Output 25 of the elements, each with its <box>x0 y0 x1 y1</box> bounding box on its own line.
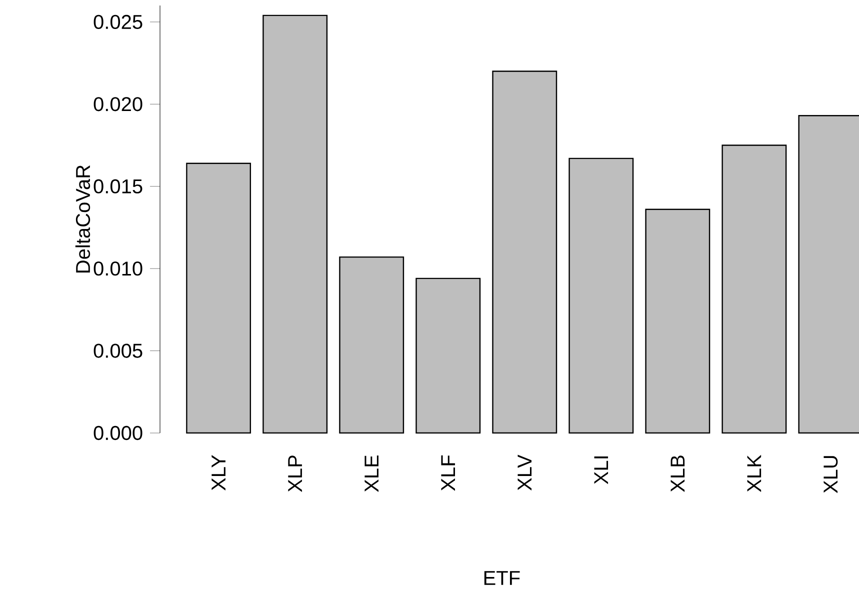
bar <box>568 158 634 434</box>
bar <box>416 278 481 434</box>
y-tick-label: 0.005 <box>94 344 142 358</box>
x-tick-label: XLV <box>518 454 532 490</box>
x-tick-label: XLI <box>594 456 608 484</box>
x-tick-label: XLU <box>824 456 838 494</box>
x-tick-label: XLB <box>670 456 685 492</box>
y-tick-label: 0.000 <box>94 426 142 440</box>
x-tick-label: XLY <box>212 455 226 490</box>
x-tick-label: XLP <box>288 456 302 492</box>
bar <box>722 144 787 434</box>
y-tick-label: 0.015 <box>94 179 142 194</box>
y-tick-label: 0.025 <box>94 14 142 30</box>
bar <box>645 208 710 434</box>
bar <box>186 162 252 434</box>
x-axis-title: ETF <box>484 571 520 585</box>
x-tick-label: XLF <box>441 455 455 491</box>
bar <box>492 70 558 434</box>
y-axis-title: DeltaCoVaR <box>75 165 90 272</box>
x-tick-label: XLK <box>747 454 762 492</box>
y-tick-label: 0.020 <box>94 97 142 112</box>
bar <box>339 256 404 434</box>
y-tick-label: 0.010 <box>94 261 142 276</box>
bar <box>262 14 328 434</box>
x-tick-label: XLE <box>364 455 378 492</box>
